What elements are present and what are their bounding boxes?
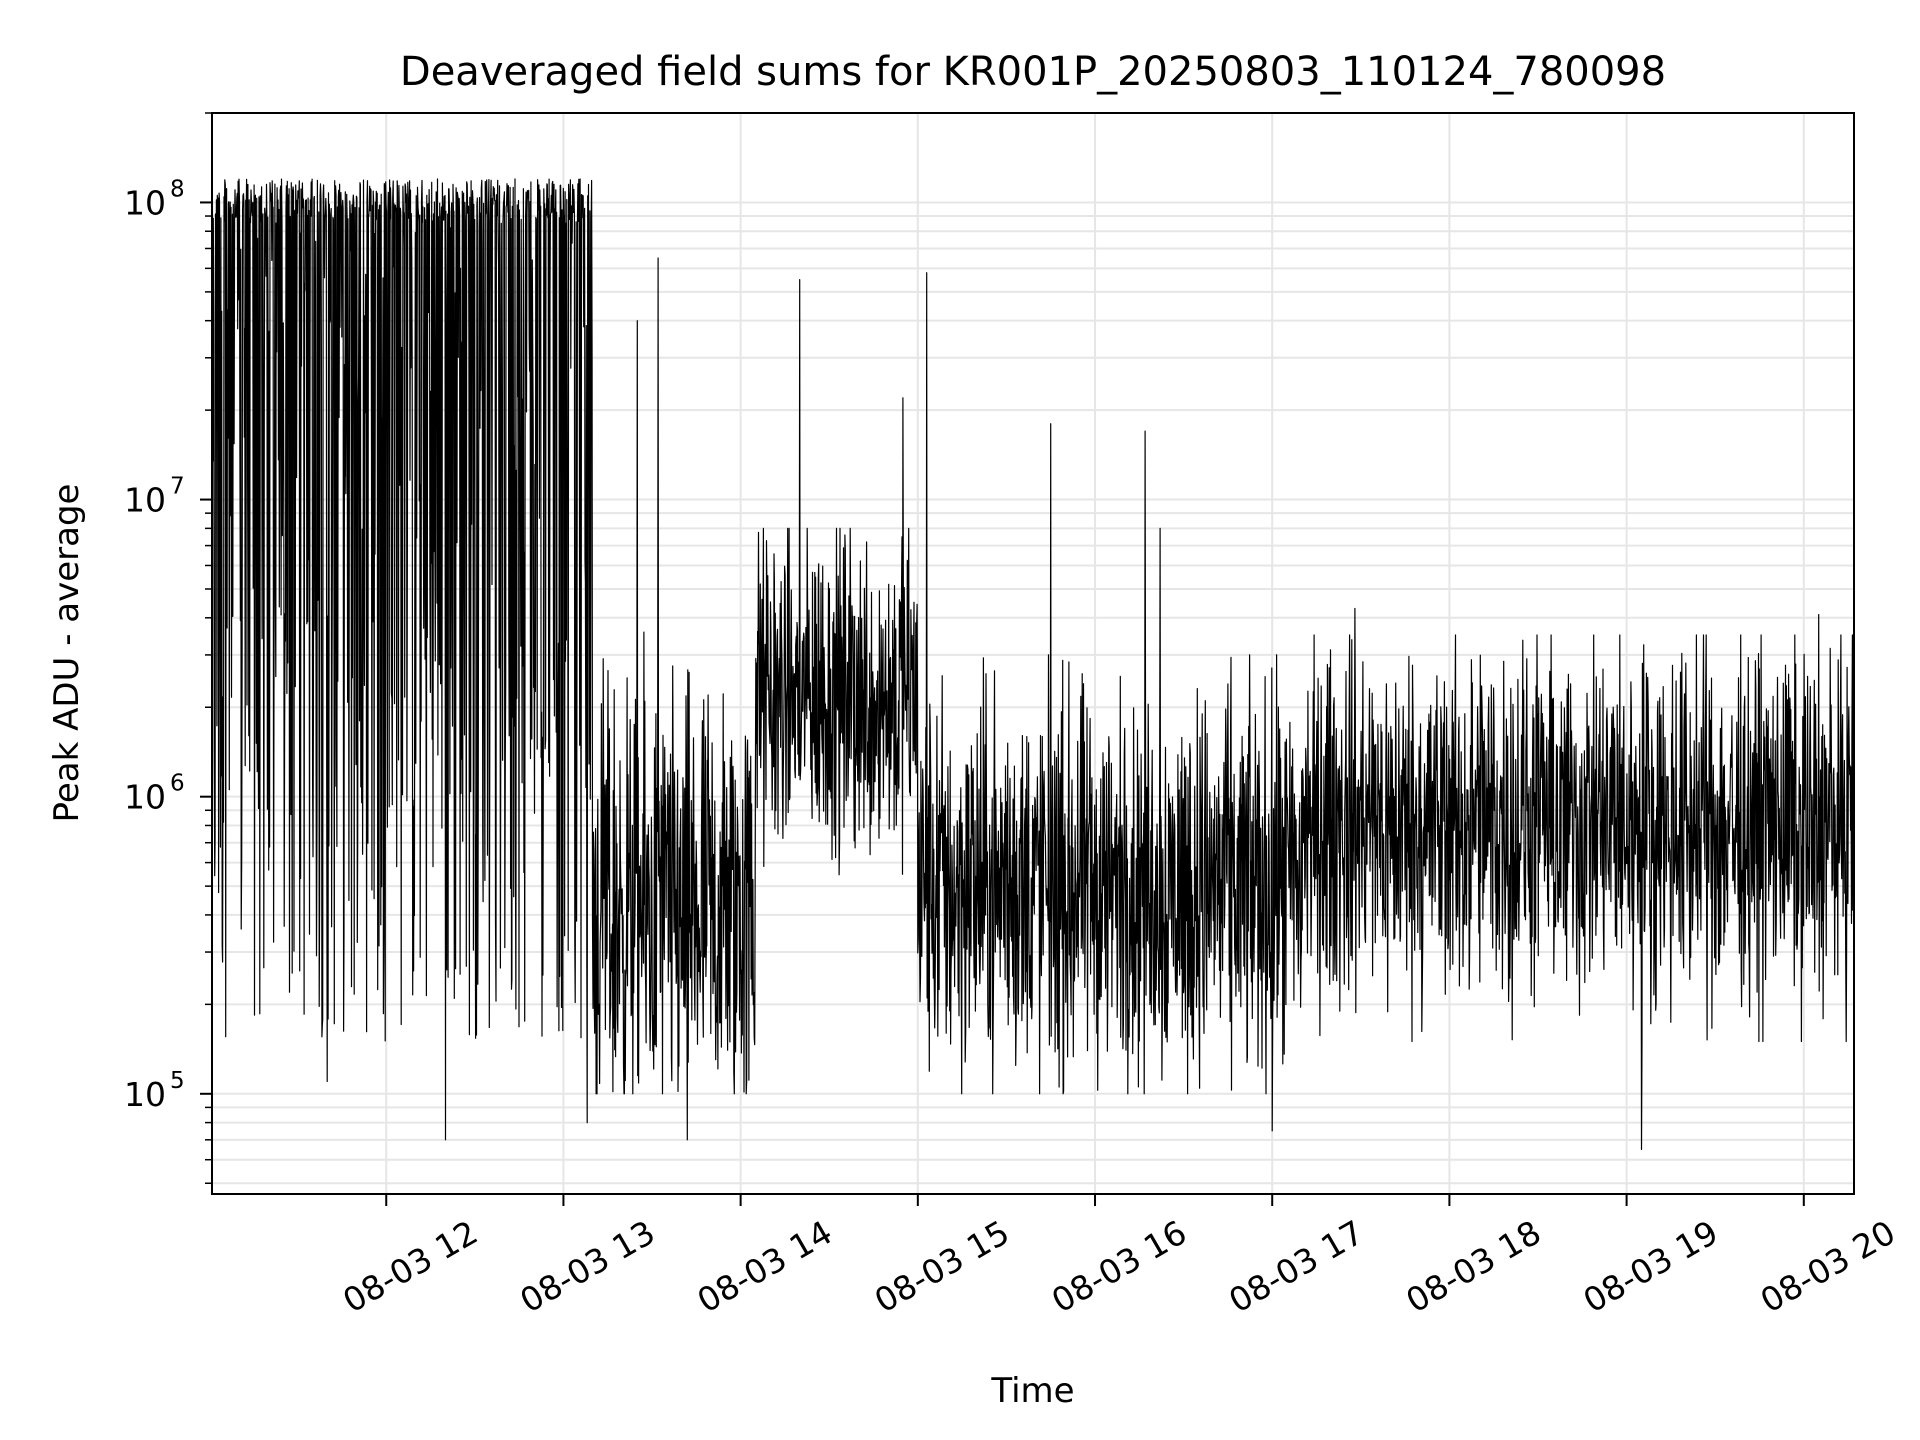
y-tick-label: 10 — [124, 481, 166, 520]
y-tick-exponent: 6 — [170, 771, 185, 797]
series-line — [211, 178, 1855, 1150]
series — [211, 178, 1855, 1150]
y-tick-label: 10 — [124, 183, 166, 222]
y-tick-exponent: 7 — [170, 474, 185, 500]
chart-title: Deaveraged field sums for KR001P_2025080… — [400, 49, 1666, 95]
plot-frame — [211, 112, 1855, 1195]
x-axis-label: Time — [990, 1371, 1074, 1411]
y-tick-label: 10 — [124, 1075, 166, 1114]
y-tick-exponent: 8 — [170, 176, 185, 202]
y-tick-label: 10 — [124, 778, 166, 817]
y-tick-exponent: 5 — [170, 1068, 185, 1094]
y-axis-label: Peak ADU - average — [47, 484, 87, 823]
